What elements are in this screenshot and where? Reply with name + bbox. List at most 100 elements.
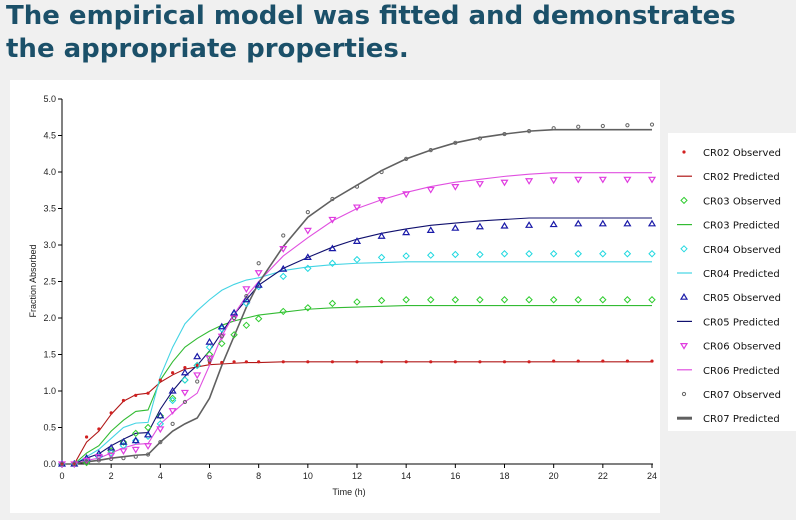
cr06-observed-point (205, 355, 214, 363)
cr06-observed-point (254, 270, 263, 277)
cr06-observed-point (475, 181, 484, 188)
cr07-observed-point (330, 196, 335, 202)
x-tick-label: 2 (109, 471, 114, 481)
cr07-observed-point (404, 156, 409, 161)
slide-title: The empirical model was fitted and demon… (6, 0, 796, 66)
cr06-observed-point (598, 176, 607, 184)
cr05-observed-point (143, 430, 153, 438)
y-tick-label: 2.0 (43, 313, 56, 323)
cr06-observed-point (451, 184, 460, 191)
cr06-observed-point (180, 389, 189, 397)
cr05-observed-point (598, 219, 607, 227)
cr05-observed-point (475, 222, 484, 230)
cr03-observed-point (156, 412, 165, 420)
cr02-observed-point (453, 360, 457, 364)
cr06-observed-point (500, 179, 509, 187)
cr07-observed-point (477, 136, 483, 141)
cr02-observed-point (146, 391, 150, 395)
legend-label: CR04 Predicted (703, 269, 780, 280)
cr04-observed-point (648, 250, 656, 258)
cr02-observed-point (552, 359, 556, 363)
cr03-observed-point (623, 296, 632, 304)
cr07-observed-point (600, 123, 605, 129)
cr02-observed-point (601, 359, 605, 363)
cr07-observed-point (305, 210, 310, 215)
legend-label: CR02 Predicted (703, 172, 780, 183)
cr06-observed-point (377, 197, 386, 204)
cr02-observed-point (281, 360, 285, 364)
cr07-observed-point (72, 461, 77, 467)
legend-item-cr04-predicted: CR04 Predicted (677, 269, 780, 280)
cr05-observed-point (119, 437, 128, 445)
cr02-observed-point (220, 360, 224, 365)
legend-label: CR04 Observed (703, 245, 781, 256)
legend-dot-icon (682, 150, 686, 154)
cr07-observed-point (576, 124, 581, 129)
cr04-observed-point (353, 255, 361, 264)
cr04-observed-point (451, 250, 460, 259)
cr05-observed-point (193, 352, 202, 360)
cr06-observed-point (623, 176, 632, 184)
legend-circle-icon (681, 391, 687, 397)
cr02-observed-point (527, 360, 531, 364)
cr05-observed-point (156, 411, 165, 419)
legend-triangle-down-icon (679, 343, 689, 350)
cr05-observed-point (217, 322, 226, 330)
cr02-observed-point (84, 435, 89, 439)
cr07-observed-point (109, 456, 114, 461)
cr07-observed-point (133, 454, 138, 459)
cr06-observed-point (107, 452, 116, 460)
cr07-observed-point (207, 358, 212, 363)
cr03-observed-point (451, 296, 460, 304)
legend-item-cr07-predicted: CR07 Predicted (677, 414, 780, 425)
legend-item-cr06-predicted: CR06 Predicted (677, 366, 780, 377)
cr05-observed-point (549, 220, 558, 228)
cr07-observed-point (121, 456, 126, 461)
legend-label: CR05 Observed (703, 293, 781, 304)
cr04-observed-point (599, 250, 607, 258)
legend-item-cr04-observed: CR04 Observed (680, 245, 781, 256)
cr02-observed-point (502, 360, 507, 364)
cr05-observed-point (168, 386, 177, 394)
plot-area (57, 122, 657, 469)
cr05-observed-point (451, 224, 460, 231)
cr03-observed-point (119, 438, 128, 446)
x-tick-label: 24 (647, 471, 657, 481)
cr03-observed-point (230, 331, 238, 339)
cr03-observed-point (254, 315, 263, 323)
cr02-observed-point (97, 427, 101, 431)
cr04-observed-point (525, 250, 533, 258)
cr07-observed-point (625, 123, 630, 128)
cr05-observed-point (623, 219, 632, 227)
x-tick-label: 18 (499, 471, 509, 481)
legend-label: CR06 Predicted (703, 366, 780, 377)
x-tick-label: 22 (598, 471, 608, 481)
y-tick-label: 4.0 (43, 167, 56, 177)
cr04-observed-point (328, 259, 337, 267)
cr07-observed-point (59, 461, 65, 467)
legend-label: CR06 Observed (703, 342, 781, 353)
cr07-observed-point (244, 294, 249, 299)
x-tick-label: 8 (256, 471, 261, 481)
cr02-observed-point (429, 360, 433, 364)
cr03-observed-point (476, 296, 484, 304)
cr03-observed-point (353, 298, 361, 306)
cr05-observed-point (402, 228, 411, 236)
cr05-observed-point (303, 253, 312, 261)
cr06-observed-point (549, 177, 558, 185)
cr04-observed-point (193, 361, 201, 370)
cr03-observed-point (205, 350, 214, 359)
x-tick-label: 12 (352, 471, 362, 481)
y-tick-label: 3.0 (43, 240, 56, 250)
cr04-predicted-line (62, 261, 652, 465)
cr05-observed-point (647, 219, 657, 227)
cr04-observed-point (181, 376, 189, 384)
cr04-observed-point (574, 250, 582, 258)
cr06-observed-point (303, 227, 312, 235)
cr06-observed-point (279, 246, 288, 253)
cr06-observed-point (119, 448, 128, 456)
y-tick-label: 3.5 (43, 204, 56, 214)
cr04-observed-point (279, 272, 287, 281)
cr04-observed-point (476, 250, 484, 259)
cr04-observed-point (107, 449, 115, 457)
